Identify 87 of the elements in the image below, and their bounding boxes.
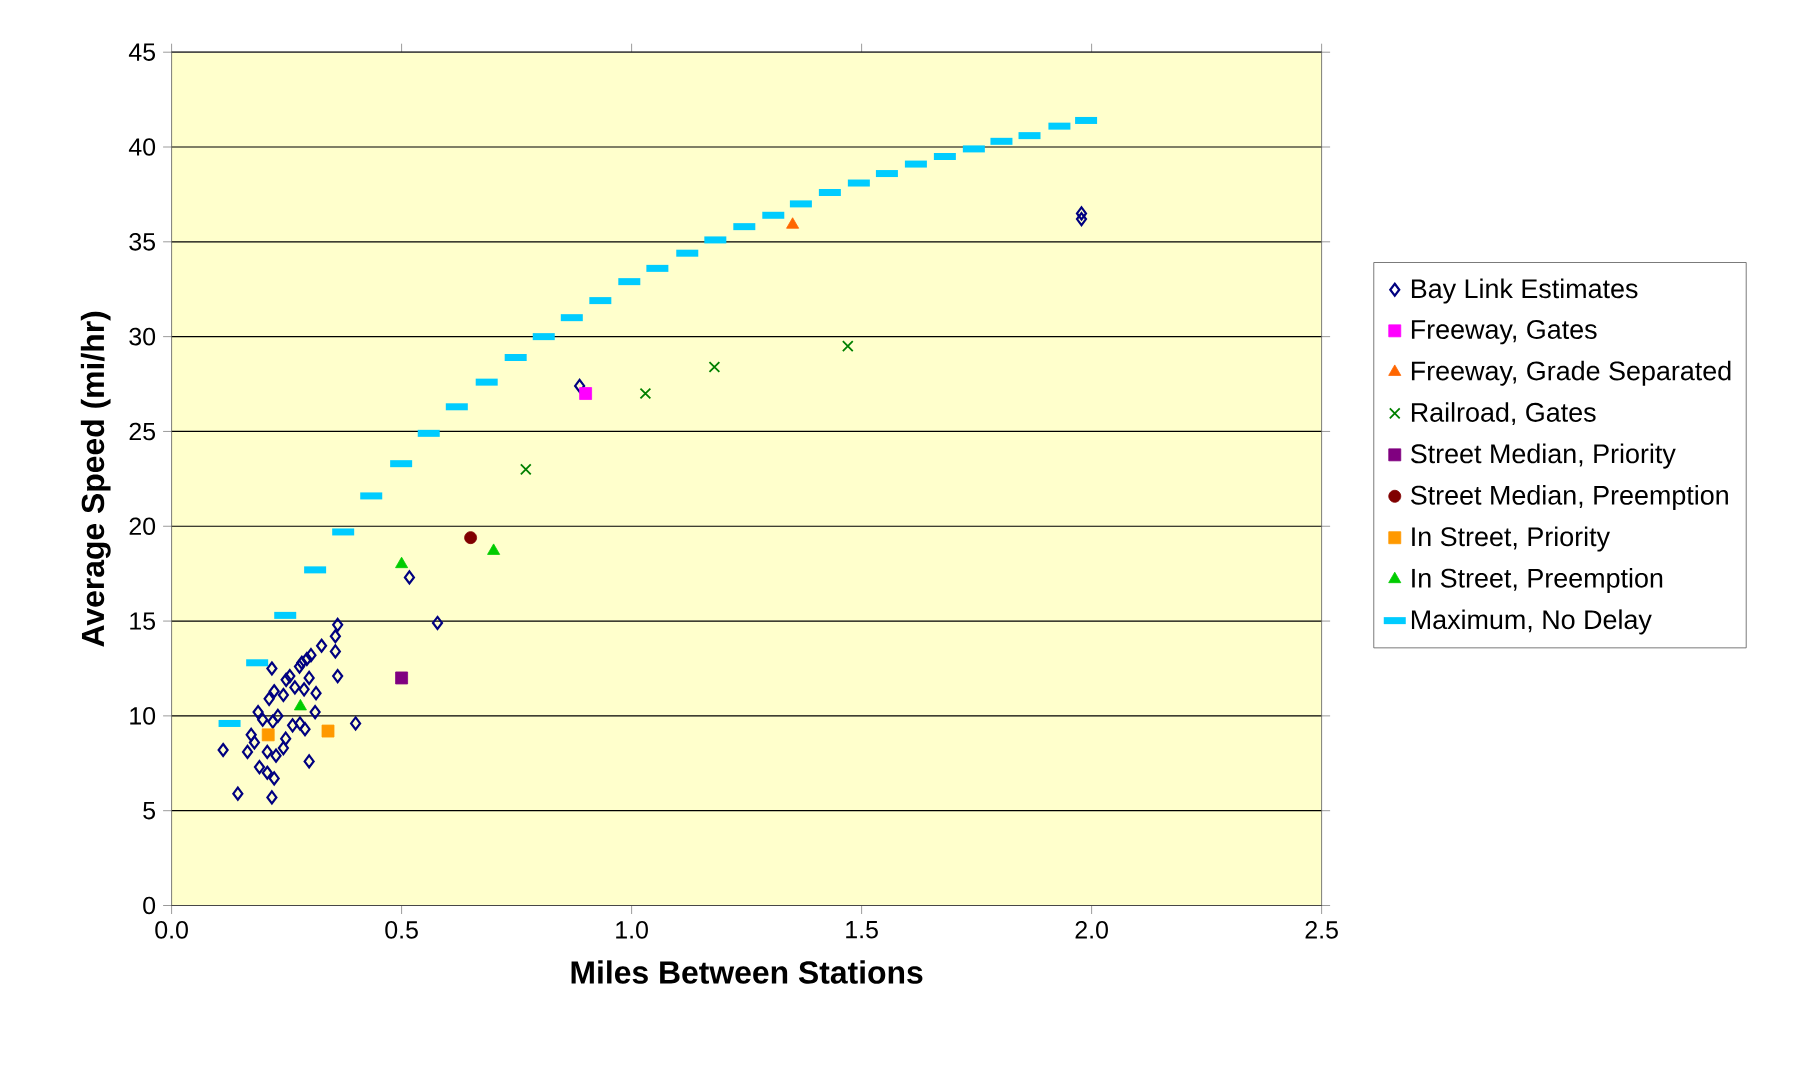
y-tick-label: 10 bbox=[130, 707, 156, 725]
point bbox=[786, 217, 800, 229]
legend-label: Freeway, Grade Separated bbox=[1411, 360, 1731, 386]
point bbox=[395, 671, 408, 685]
x-tick-label: 1.5 bbox=[846, 921, 878, 939]
point bbox=[305, 648, 317, 663]
point bbox=[293, 699, 307, 711]
x-tick-label: 2.5 bbox=[1305, 921, 1338, 939]
point bbox=[277, 741, 289, 756]
x-tick-label: 2.0 bbox=[1075, 921, 1108, 939]
point bbox=[329, 629, 341, 644]
point bbox=[261, 765, 273, 780]
point bbox=[579, 387, 593, 400]
point bbox=[293, 659, 306, 674]
point bbox=[519, 463, 532, 476]
point bbox=[332, 668, 344, 684]
point bbox=[310, 686, 322, 701]
point bbox=[329, 644, 341, 659]
point bbox=[252, 704, 264, 720]
x-axis-title: Miles Between Stations bbox=[571, 960, 923, 984]
point bbox=[574, 378, 586, 394]
point bbox=[257, 712, 269, 727]
point bbox=[301, 651, 313, 667]
y-tick-label: 35 bbox=[129, 233, 156, 251]
point bbox=[266, 661, 278, 676]
point bbox=[350, 716, 362, 731]
point bbox=[403, 570, 416, 585]
point bbox=[708, 361, 721, 373]
legend-label: Street Median, Preemption bbox=[1410, 485, 1728, 511]
point bbox=[639, 387, 652, 400]
point bbox=[248, 735, 261, 750]
legend-label: Bay Link Estimates bbox=[1411, 278, 1638, 304]
point bbox=[303, 670, 315, 686]
point bbox=[332, 617, 344, 632]
point bbox=[261, 728, 275, 742]
y-tick-label: 0 bbox=[143, 896, 156, 915]
point bbox=[1075, 206, 1088, 221]
point bbox=[232, 786, 244, 801]
legend-label: Maximum, No Delay bbox=[1411, 609, 1652, 635]
y-tick-label: 20 bbox=[129, 517, 156, 536]
y-tick-label: 45 bbox=[128, 43, 156, 61]
point bbox=[299, 722, 311, 737]
point bbox=[464, 531, 478, 545]
point bbox=[272, 708, 284, 723]
point bbox=[280, 672, 292, 687]
point bbox=[245, 727, 257, 742]
point bbox=[1075, 211, 1088, 227]
point bbox=[268, 771, 280, 786]
legend-label: Freeway, Gates bbox=[1411, 319, 1597, 345]
legend-label: Street Median, Priority bbox=[1410, 443, 1676, 469]
legend-label: In Street, Priority bbox=[1412, 526, 1610, 552]
legend-label: Railroad, Gates bbox=[1411, 402, 1596, 426]
y-tick-label: 5 bbox=[143, 802, 156, 820]
y-axis-title: Average Speed (mi/hr) bbox=[80, 311, 111, 647]
point bbox=[261, 744, 273, 760]
point bbox=[217, 742, 229, 758]
point bbox=[303, 754, 315, 769]
x-tick-label: 0.5 bbox=[385, 921, 418, 939]
point bbox=[321, 724, 335, 738]
point bbox=[270, 748, 282, 763]
point bbox=[253, 759, 266, 775]
x-tick-label: 1.0 bbox=[616, 921, 648, 939]
point bbox=[294, 716, 306, 731]
point bbox=[309, 704, 321, 720]
point bbox=[431, 615, 444, 631]
point bbox=[841, 340, 854, 352]
point bbox=[280, 731, 292, 746]
point bbox=[296, 655, 308, 670]
legend-label: In Street, Preemption bbox=[1412, 567, 1663, 594]
point bbox=[263, 691, 275, 706]
point bbox=[266, 790, 278, 805]
x-tick-label: 0.0 bbox=[155, 921, 188, 939]
point bbox=[487, 543, 501, 555]
point bbox=[241, 744, 254, 760]
y-tick-label: 30 bbox=[129, 327, 156, 346]
y-tick-label: 40 bbox=[128, 138, 156, 156]
point bbox=[315, 638, 328, 653]
point bbox=[284, 668, 296, 684]
y-tick-label: 15 bbox=[130, 612, 156, 630]
point bbox=[395, 556, 409, 569]
point bbox=[289, 680, 301, 695]
point bbox=[268, 684, 280, 699]
point bbox=[286, 718, 299, 733]
point bbox=[277, 687, 289, 703]
point bbox=[267, 714, 279, 729]
y-tick-label: 25 bbox=[129, 422, 156, 441]
point bbox=[298, 682, 310, 697]
